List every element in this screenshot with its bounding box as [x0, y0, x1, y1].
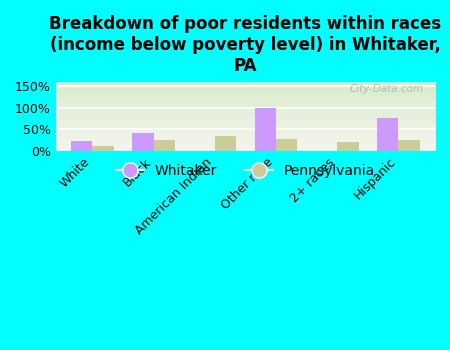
- Bar: [276, 139, 297, 150]
- Bar: [92, 146, 114, 150]
- Bar: [71, 141, 92, 150]
- Legend: Whitaker, Pennsylvania: Whitaker, Pennsylvania: [110, 159, 381, 184]
- Bar: [337, 142, 359, 150]
- Bar: [377, 118, 398, 150]
- Bar: [255, 107, 276, 150]
- Bar: [215, 135, 236, 150]
- Bar: [153, 140, 175, 150]
- Bar: [132, 133, 153, 150]
- Text: City-Data.com: City-Data.com: [350, 84, 423, 94]
- Bar: [398, 140, 420, 150]
- Title: Breakdown of poor residents within races
(income below poverty level) in Whitake: Breakdown of poor residents within races…: [50, 15, 441, 75]
